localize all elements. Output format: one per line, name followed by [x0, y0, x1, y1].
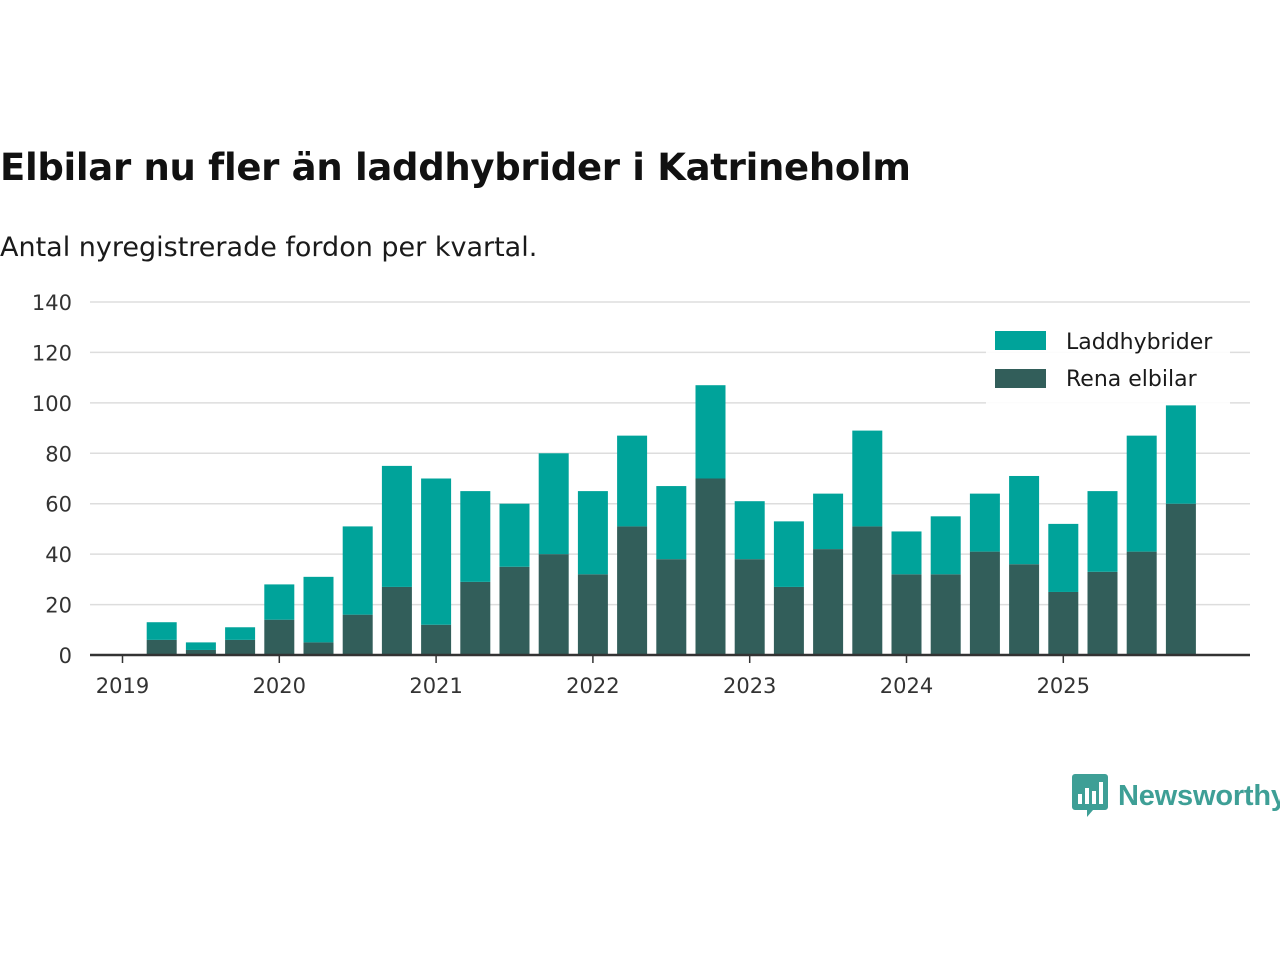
bar-laddhybrider: 2023 Q2: 26: [773, 521, 804, 587]
bar-laddhybrider: 2019 Q4: 5: [225, 627, 256, 640]
x-tick-label: 2020: [253, 674, 306, 698]
bar-laddhybrider: 2025 Q2: 32: [1087, 491, 1118, 572]
bar-laddhybrider: 2023 Q4: 38: [852, 430, 883, 527]
bar-rena-elbilar: 2023 Q3: 42: [813, 549, 844, 655]
bar-laddhybrider: 2023 Q1: 23: [734, 501, 765, 560]
bar-laddhybrider: 2021 Q2: 36: [460, 491, 491, 582]
bar-laddhybrider: 2024 Q4: 35: [1009, 475, 1040, 565]
bar-rena-elbilar: 2022 Q2: 51: [617, 526, 648, 655]
bar-rena-elbilar: 2022 Q4: 70: [695, 478, 726, 655]
bar-rena-elbilar: 2025 Q4: 60: [1165, 503, 1196, 655]
bar-rena-elbilar: 2024 Q1: 32: [891, 574, 922, 655]
bar-laddhybrider: 2021 Q3: 25: [499, 503, 530, 567]
bar-laddhybrider: 2024 Q1: 17: [891, 531, 922, 575]
x-tick-label: 2023: [723, 674, 776, 698]
bar-chart-speech-bubble-icon: [1072, 774, 1108, 817]
bar-rena-elbilar: 2024 Q4: 36: [1009, 564, 1040, 655]
bar-rena-elbilar: 2022 Q1: 32: [577, 574, 608, 655]
bar-rena-elbilar: 2020 Q2: 5: [303, 642, 334, 655]
bar-rena-elbilar: 2024 Q3: 41: [969, 551, 1000, 655]
legend-label-rena-elbilar: Rena elbilar: [1066, 367, 1198, 392]
bar-rena-elbilar: 2020 Q4: 27: [381, 586, 412, 655]
y-tick-label: 100: [32, 392, 72, 416]
bar-laddhybrider: 2022 Q4: 37: [695, 385, 726, 479]
bar-rena-elbilar: 2020 Q3: 16: [342, 614, 373, 655]
x-tick-label: 2021: [409, 674, 462, 698]
bar-rena-elbilar: 2020 Q1: 14: [264, 619, 295, 655]
x-tick-label: 2022: [566, 674, 619, 698]
bar-rena-elbilar: 2019 Q3: 2: [185, 649, 216, 655]
y-tick-label: 60: [45, 493, 72, 517]
bar-laddhybrider: 2025 Q4: 39: [1165, 405, 1196, 504]
bar-laddhybrider: 2022 Q3: 29: [656, 486, 687, 560]
bar-laddhybrider: 2025 Q1: 27: [1048, 523, 1079, 592]
bar-laddhybrider: 2020 Q2: 26: [303, 576, 334, 643]
y-tick-label: 0: [59, 644, 72, 668]
bar-laddhybrider: 2021 Q1: 58: [421, 478, 452, 625]
y-tick-label: 80: [45, 442, 72, 466]
bar-rena-elbilar: 2023 Q2: 27: [773, 586, 804, 655]
y-tick-label: 120: [32, 341, 72, 365]
bar-rena-elbilar: 2019 Q2: 6: [146, 639, 177, 655]
newsworthy-logo: Newsworthy: [1072, 774, 1280, 818]
bar-rena-elbilar: 2022 Q3: 38: [656, 559, 687, 655]
bar-rena-elbilar: 2023 Q1: 38: [734, 559, 765, 655]
bar-laddhybrider: 2020 Q3: 35: [342, 526, 373, 615]
bar-rena-elbilar: 2025 Q2: 33: [1087, 571, 1118, 655]
bar-laddhybrider: 2020 Q4: 48: [381, 465, 412, 587]
bar-rena-elbilar: 2025 Q3: 41: [1126, 551, 1157, 655]
legend: Laddhybrider Rena elbilar: [986, 320, 1230, 404]
x-tick-label: 2025: [1037, 674, 1090, 698]
bar-laddhybrider: 2024 Q2: 23: [930, 516, 961, 575]
bar-laddhybrider: 2021 Q4: 40: [538, 453, 569, 555]
legend-label-laddhybrider: Laddhybrider: [1066, 330, 1213, 355]
bar-laddhybrider: 2022 Q2: 36: [617, 435, 648, 527]
y-axis-ticks: 0 20 40 60 80 100 120 140: [32, 291, 72, 668]
brand-name: Newsworthy: [1118, 779, 1280, 812]
x-axis: 2019 2020 2021 2022 2023 2024 2025: [90, 653, 1250, 698]
bar-laddhybrider: 2019 Q3: 3: [185, 642, 216, 650]
y-tick-label: 20: [45, 594, 72, 618]
bar-rena-elbilar: 2021 Q3: 35: [499, 566, 530, 655]
x-tick-label: 2024: [880, 674, 933, 698]
bar-laddhybrider: 2022 Q1: 33: [577, 491, 608, 575]
bar-rena-elbilar: 2024 Q2: 32: [930, 574, 961, 655]
legend-swatch-rena-elbilar: [995, 369, 1046, 388]
chart-title: Elbilar nu fler än laddhybrider i Katrin…: [0, 146, 911, 189]
bars: 2019 Q2: 62019 Q2: 7 2019 Q3: 22019 Q3: 3…: [146, 385, 1196, 655]
bar-rena-elbilar: 2021 Q2: 29: [460, 581, 491, 655]
bar-rena-elbilar: 2023 Q4: 51: [852, 526, 883, 655]
bar-rena-elbilar: 2019 Q4: 6: [225, 639, 256, 655]
bar-rena-elbilar: 2021 Q4: 40: [538, 554, 569, 655]
chart-subtitle: Antal nyregistrerade fordon per kvartal.: [0, 232, 538, 263]
bar-rena-elbilar: 2025 Q1: 25: [1048, 591, 1079, 655]
y-tick-label: 140: [32, 291, 72, 315]
legend-swatch-laddhybrider: [995, 331, 1046, 350]
bar-laddhybrider: 2023 Q3: 22: [813, 493, 844, 550]
y-tick-label: 40: [45, 543, 72, 567]
bar-laddhybrider: 2020 Q1: 14: [264, 584, 295, 620]
x-tick-label: 2019: [96, 674, 149, 698]
bar-laddhybrider: 2024 Q3: 23: [969, 493, 1000, 552]
bar-laddhybrider: 2019 Q2: 7: [146, 622, 177, 640]
bar-laddhybrider: 2025 Q3: 46: [1126, 435, 1157, 552]
bar-rena-elbilar: 2021 Q1: 12: [421, 624, 452, 655]
